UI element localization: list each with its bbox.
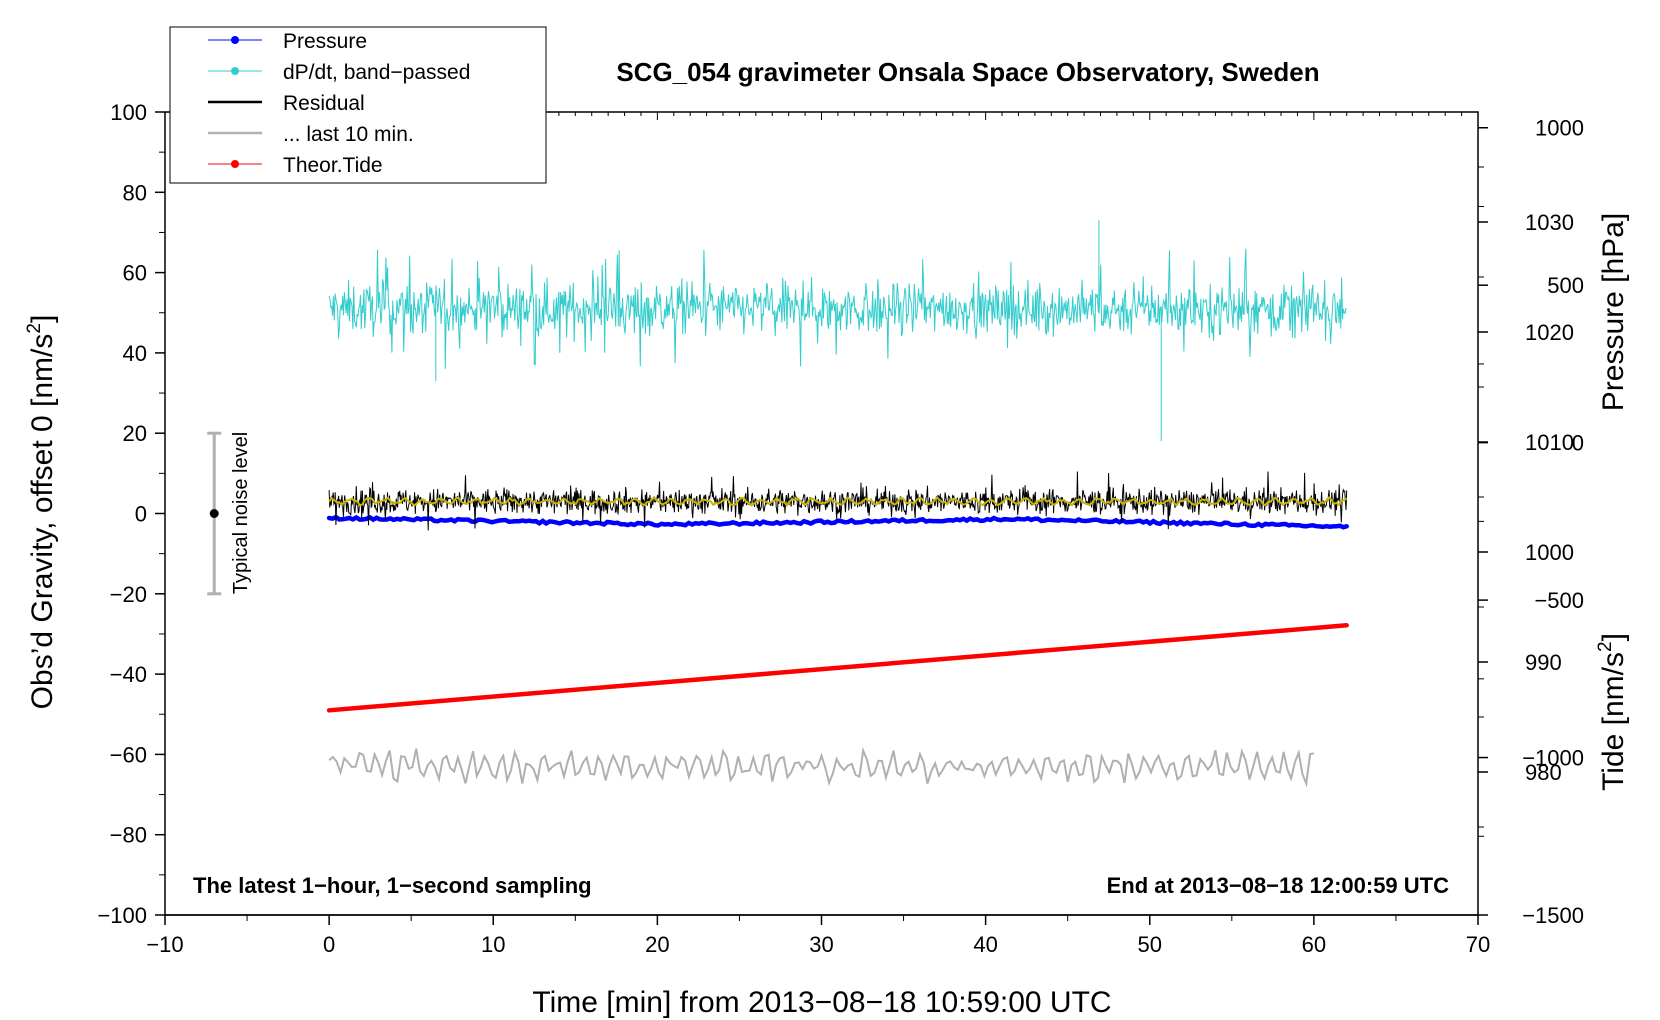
- legend-box: [169, 26, 547, 184]
- y-tick-label: 80: [123, 180, 147, 205]
- pressure-tick-label: 1020: [1525, 320, 1574, 345]
- series-tide-line: [326, 623, 1349, 713]
- x-tick-label: 60: [1302, 932, 1326, 957]
- tide-tick-label: 500: [1547, 273, 1584, 298]
- x-tick-label: 50: [1138, 932, 1162, 957]
- legend-label: ... last 10 min.: [283, 123, 414, 146]
- y-tick-label: 20: [123, 421, 147, 446]
- x-axis-title: Time [min] from 2013−08−18 10:59:00 UTC: [532, 986, 1111, 1019]
- end-time-note: End at 2013−08−18 12:00:59 UTC: [1107, 873, 1450, 898]
- axes-layer: −10 0 10 20 30 40 50 60 70−100−80−60−40−20020406…: [97, 100, 1584, 957]
- pressure-tick-label: 1010: [1525, 430, 1574, 455]
- y-tick-label: 0: [135, 502, 147, 527]
- tide-axis-title: Tide [nm/s2]: [1595, 633, 1630, 791]
- legend-marker: [231, 160, 239, 168]
- pressure-tick-label: 1000: [1525, 540, 1574, 565]
- tide-tick-label: −1000: [1522, 746, 1584, 771]
- y-tick-label: −80: [110, 823, 147, 848]
- x-tick-label: 10: [481, 932, 505, 957]
- series-last10min-line: [328, 746, 1315, 788]
- legend-marker: [231, 67, 239, 75]
- sampling-note: The latest 1−hour, 1−second sampling: [193, 873, 592, 898]
- noise-level-label: Typical noise level: [230, 432, 252, 594]
- noise-center-dot: [209, 509, 219, 518]
- legend-marker: [231, 36, 239, 44]
- tide-tick-label: 0: [1572, 431, 1584, 456]
- noise-level-indicator: [207, 431, 222, 596]
- legend-label: dP/dt, band−passed: [283, 61, 470, 84]
- y-tick-label: −40: [110, 662, 147, 687]
- x-tick-label: 70: [1466, 932, 1490, 957]
- legend-label: Pressure: [283, 30, 367, 53]
- tide-tick-label: −1500: [1522, 903, 1584, 928]
- tide-tick-label: 1000: [1535, 116, 1584, 141]
- x-tick-label: 20: [645, 932, 669, 957]
- legend-label: Residual: [283, 92, 365, 115]
- series-layer: [326, 220, 1349, 788]
- pressure-tick-label: 990: [1525, 650, 1562, 675]
- pressure-tick-label: 980: [1525, 760, 1562, 785]
- y-tick-label: 40: [123, 341, 147, 366]
- legend-label: Theor.Tide: [283, 154, 383, 177]
- y-tick-label: 100: [110, 100, 147, 125]
- y-tick-label: −100: [97, 903, 147, 928]
- y-tick-label: −60: [110, 742, 147, 767]
- y-tick-label: −20: [110, 582, 147, 607]
- tide-tick-label: −500: [1534, 588, 1584, 613]
- x-tick-label: −10: [146, 932, 183, 957]
- x-tick-label: 40: [973, 932, 997, 957]
- legend: Pressure dP/dt, band−passed Residual ... la…: [169, 26, 547, 184]
- y-axis-title: Obs’d Gravity, offset 0 [nm/s2]: [24, 315, 59, 710]
- pressure-axis-title: Pressure [hPa]: [1597, 213, 1630, 411]
- pressure-tick-label: 1030: [1525, 210, 1574, 235]
- chart-title: SCG_054 gravimeter Onsala Space Observat…: [616, 57, 1319, 87]
- x-tick-label: 30: [809, 932, 833, 957]
- series-dpdt-line: [328, 248, 1347, 369]
- x-tick-label: 0: [323, 932, 335, 957]
- y-tick-label: 60: [123, 261, 147, 286]
- series-residual-smoothed-line: [328, 496, 1348, 507]
- series-pressure-line: [326, 514, 1349, 530]
